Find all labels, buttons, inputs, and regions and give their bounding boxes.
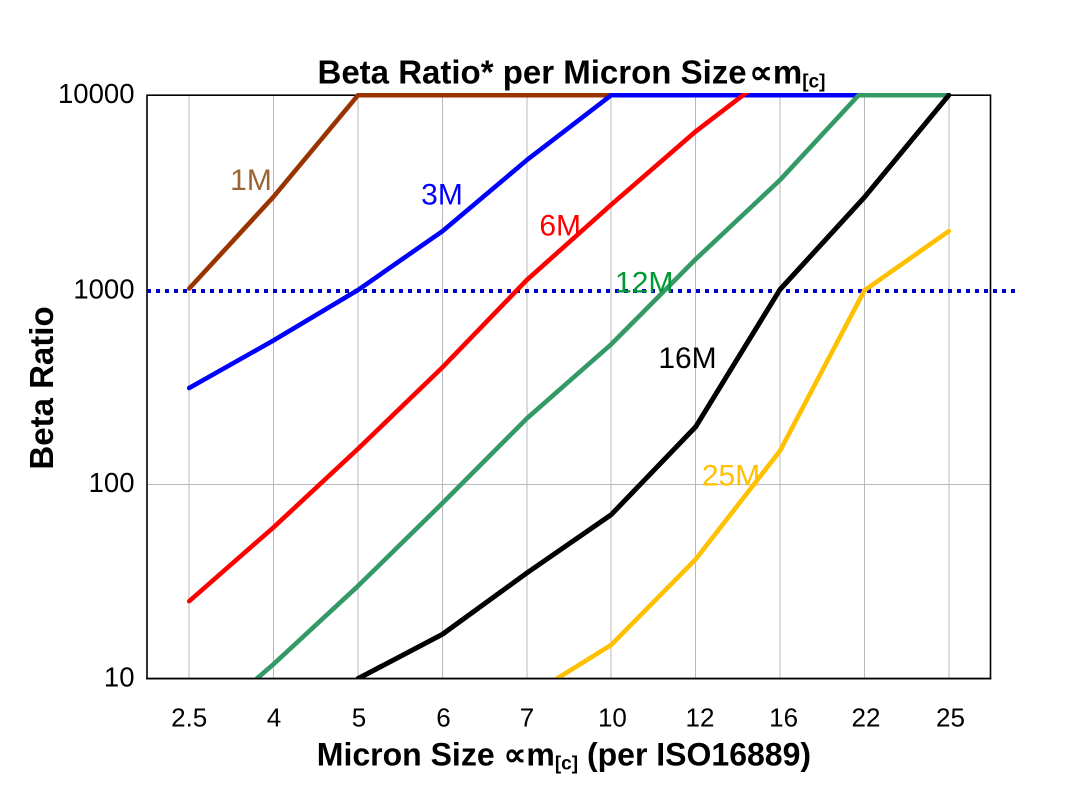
svg-text:Beta Ratio: Beta Ratio bbox=[23, 306, 60, 469]
svg-text:5: 5 bbox=[352, 703, 366, 733]
svg-text:1000: 1000 bbox=[73, 273, 134, 304]
svg-text:16: 16 bbox=[769, 703, 798, 733]
svg-text:10: 10 bbox=[598, 703, 627, 733]
svg-text:Beta Ratio* per Micron Size ∝m: Beta Ratio* per Micron Size ∝m[c] bbox=[318, 54, 826, 93]
svg-text:25M: 25M bbox=[702, 460, 760, 493]
svg-text:10000: 10000 bbox=[58, 78, 134, 109]
svg-text:6M: 6M bbox=[539, 210, 581, 243]
svg-text:100: 100 bbox=[89, 467, 135, 498]
svg-text:16M: 16M bbox=[658, 342, 716, 375]
svg-text:7: 7 bbox=[520, 703, 534, 733]
svg-text:12: 12 bbox=[686, 703, 715, 733]
svg-text:2.5: 2.5 bbox=[171, 703, 207, 733]
svg-text:12M: 12M bbox=[615, 267, 673, 300]
svg-text:22: 22 bbox=[852, 703, 881, 733]
svg-text:1M: 1M bbox=[230, 164, 272, 197]
svg-text:3M: 3M bbox=[421, 179, 463, 212]
svg-text:4: 4 bbox=[267, 703, 281, 733]
svg-text:10: 10 bbox=[104, 661, 135, 692]
svg-text:25: 25 bbox=[936, 703, 965, 733]
svg-text:6: 6 bbox=[436, 703, 450, 733]
